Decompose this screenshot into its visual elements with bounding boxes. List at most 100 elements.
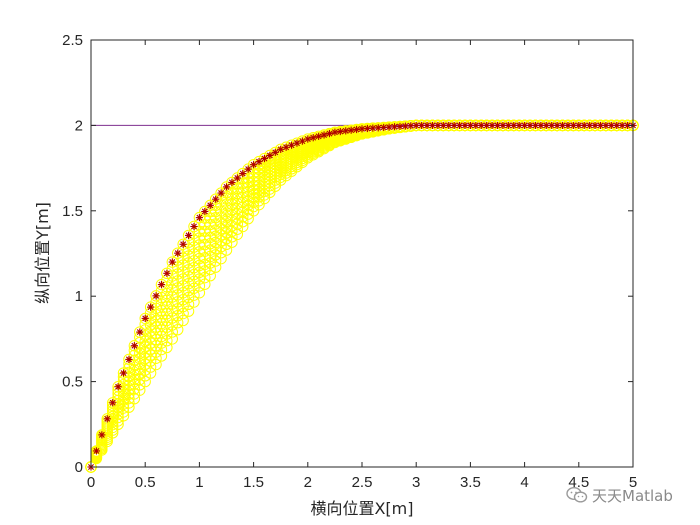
asterisk-marker [325, 129, 334, 138]
asterisk-marker [293, 139, 301, 147]
axes: 0 0.5 1 1.5 2 2.5 3 3.5 4 4.5 5 0 0.5 1 1.5 2 2.5 [62, 32, 637, 491]
asterisk-marker [228, 178, 236, 187]
x-tick-label: 0 [87, 474, 95, 491]
asterisk-marker [271, 148, 279, 156]
wechat-icon [566, 486, 588, 503]
asterisk-marker [206, 201, 214, 209]
asterisk-marker [179, 240, 187, 248]
asterisk-marker [401, 122, 409, 130]
asterisk-marker [103, 415, 111, 423]
asterisk-marker [217, 189, 225, 197]
asterisk-marker [277, 145, 285, 153]
asterisk-marker [347, 126, 355, 134]
circle-marker [242, 203, 254, 216]
asterisk-marker [212, 195, 220, 203]
asterisk-marker [239, 169, 247, 178]
y-axis-label: 纵向位置Y[m] [33, 202, 52, 304]
asterisk-marker [298, 137, 306, 145]
circle-marker [155, 343, 168, 356]
circle-marker [242, 208, 254, 220]
asterisk-marker [184, 231, 193, 239]
x-tick-label: 4.5 [568, 474, 589, 491]
circle-marker [161, 341, 173, 354]
circle-marker [166, 333, 179, 345]
asterisk-marker [130, 342, 138, 350]
asterisk-marker [342, 127, 350, 135]
asterisk-marker [233, 174, 241, 182]
circle-marker [237, 220, 249, 233]
circle-marker [177, 307, 189, 320]
y-tick-label: 0 [75, 459, 83, 476]
circle-marker [144, 349, 157, 361]
circle-marker [329, 136, 341, 149]
circle-marker [117, 410, 130, 422]
asterisk-marker [125, 355, 133, 363]
asterisk-marker [602, 121, 610, 129]
circle-marker [123, 371, 135, 383]
circle-marker [231, 223, 244, 235]
circle-marker [215, 252, 227, 265]
y-tick-label: 1.5 [62, 203, 83, 220]
circle-marker [215, 241, 227, 253]
y-tick-label: 1 [75, 288, 83, 305]
x-tick-label: 3.5 [460, 474, 481, 491]
asterisk-marker [141, 314, 149, 323]
x-tick-label: 4 [520, 474, 528, 491]
asterisk-marker [152, 292, 160, 300]
asterisk-marker [320, 131, 328, 139]
asterisk-marker [336, 127, 344, 136]
circle-marker [188, 289, 200, 301]
circle-marker [112, 418, 124, 430]
circle-marker [215, 246, 227, 259]
circle-marker [144, 367, 157, 379]
circle-marker [312, 146, 325, 158]
circle-marker [166, 326, 179, 338]
asterisk-marker [168, 258, 176, 266]
circle-marker [220, 244, 233, 256]
asterisk-marker [558, 121, 567, 129]
circle-marker [318, 142, 330, 155]
circle-marker [123, 401, 135, 413]
circle-marker [199, 278, 211, 290]
circle-marker [128, 349, 141, 362]
asterisk-marker [190, 222, 198, 231]
circle-marker [101, 435, 113, 448]
asterisk-marker [331, 128, 339, 136]
circle-marker [226, 231, 238, 243]
asterisk-marker [526, 121, 534, 129]
asterisk-marker [477, 121, 485, 129]
circle-marker [302, 152, 314, 164]
asterisk-marker [92, 447, 101, 455]
asterisk-marker [157, 280, 166, 289]
x-tick-label: 1.5 [243, 474, 264, 491]
asterisk-marker [255, 158, 263, 166]
asterisk-marker [260, 154, 269, 163]
circle-marker [139, 375, 151, 388]
circle-marker [209, 255, 222, 267]
asterisk-marker [266, 151, 274, 160]
circle-marker [242, 212, 254, 225]
x-tick-label: 0.5 [135, 474, 156, 491]
asterisk-marker [119, 369, 128, 377]
circle-marker [231, 228, 244, 241]
y-tick-label: 2.5 [62, 32, 83, 49]
asterisk-marker [315, 132, 323, 140]
asterisk-marker [553, 121, 561, 129]
asterisk-marker [98, 431, 106, 439]
circle-marker [323, 139, 336, 152]
asterisk-marker [434, 121, 442, 129]
circle-marker [150, 358, 162, 371]
x-tick-label: 2.5 [352, 474, 373, 491]
circle-marker [307, 149, 319, 161]
asterisk-marker [201, 207, 209, 216]
circle-marker [237, 216, 249, 228]
circle-marker [155, 350, 168, 362]
asterisk-marker [586, 121, 594, 129]
asterisk-marker [439, 121, 447, 129]
x-tick-label: 1 [195, 474, 203, 491]
watermark-text: 天天Matlab [592, 486, 673, 505]
circle-marker [209, 261, 222, 273]
circle-marker [188, 296, 200, 308]
y-tick-label: 2 [75, 117, 83, 134]
